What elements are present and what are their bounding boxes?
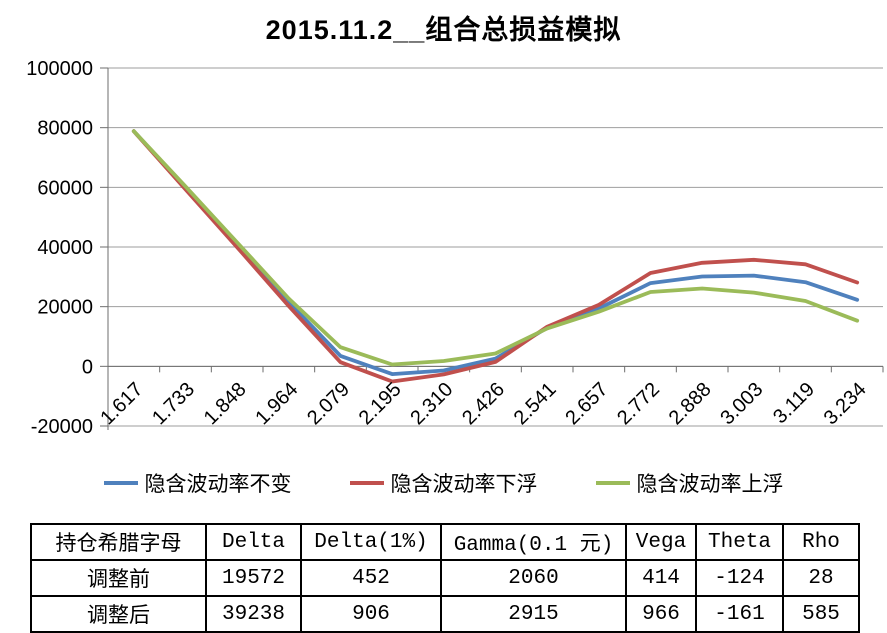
x-axis-label: 2.772 [613, 378, 664, 429]
legend-item-unchanged: 隐含波动率不变 [103, 468, 292, 498]
series-line-1 [131, 129, 860, 384]
legend-line-swatch-blue [103, 481, 138, 485]
col-header-delta: Delta [205, 523, 302, 561]
x-axis-label: 2.541 [510, 378, 561, 429]
cell-delta1pct: 906 [300, 595, 442, 633]
y-axis-label: -20000 [31, 416, 93, 438]
chart-legend: 隐含波动率不变 隐含波动率下浮 隐含波动率上浮 [0, 465, 887, 501]
legend-label: 隐含波动率下浮 [390, 473, 538, 496]
col-header-delta1pct: Delta(1%) [300, 523, 442, 561]
cell-vega: 414 [625, 559, 697, 597]
y-axis-label: 100000 [26, 58, 93, 80]
legend-line-swatch-green [595, 481, 630, 485]
y-axis-label: 0 [82, 356, 93, 378]
chart-title: 2015.11.2__组合总损益模拟 [265, 15, 622, 45]
x-axis-label: 3.234 [820, 378, 871, 429]
y-axis-label: 20000 [37, 297, 93, 319]
y-axis-label: 60000 [37, 177, 93, 199]
table-row-before: 调整前 19572 452 2060 414 -124 28 [30, 559, 860, 597]
x-axis-label: 1.733 [148, 378, 199, 429]
x-axis-label: 1.964 [251, 378, 302, 429]
x-axis-label: 2.079 [303, 378, 354, 429]
col-header-vega: Vega [625, 523, 697, 561]
x-axis-label: 2.195 [355, 378, 406, 429]
cell-rho: 585 [782, 595, 860, 633]
x-axis-label: 1.617 [96, 378, 147, 429]
row-label: 调整后 [30, 595, 207, 633]
y-axis-label: 40000 [37, 237, 93, 259]
cell-gamma: 2060 [440, 559, 627, 597]
cell-vega: 966 [625, 595, 697, 633]
cell-delta: 39238 [205, 595, 302, 633]
x-axis-label: 2.310 [406, 378, 457, 429]
legend-item-vol-up: 隐含波动率上浮 [595, 468, 784, 498]
col-header-theta: Theta [695, 523, 784, 561]
x-axis-label: 2.657 [561, 378, 612, 429]
cell-delta1pct: 452 [300, 559, 442, 597]
table-header-row: 持仓希腊字母 Delta Delta(1%) Gamma(0.1 元) Vega… [30, 523, 860, 561]
col-header-gamma: Gamma(0.1 元) [440, 523, 627, 561]
cell-theta: -124 [695, 559, 784, 597]
y-axis-label: 80000 [37, 118, 93, 140]
row-label: 调整前 [30, 559, 207, 597]
x-axis-label: 1.848 [200, 378, 251, 429]
x-axis-label: 3.003 [716, 378, 767, 429]
greeks-table: 持仓希腊字母 Delta Delta(1%) Gamma(0.1 元) Vega… [30, 523, 860, 633]
x-axis-label: 2.888 [665, 378, 716, 429]
series-line-2 [131, 129, 860, 367]
table-row-after: 调整后 39238 906 2915 966 -161 585 [30, 595, 860, 633]
cell-theta: -161 [695, 595, 784, 633]
x-axis-label: 2.426 [458, 378, 509, 429]
cell-rho: 28 [782, 559, 860, 597]
cell-delta: 19572 [205, 559, 302, 597]
col-header-greeks: 持仓希腊字母 [30, 523, 207, 561]
legend-line-swatch-red [349, 481, 384, 485]
x-axis-label: 3.119 [769, 378, 819, 428]
col-header-rho: Rho [782, 523, 860, 561]
cell-gamma: 2915 [440, 595, 627, 633]
legend-label: 隐含波动率不变 [144, 473, 292, 496]
legend-item-vol-down: 隐含波动率下浮 [349, 468, 538, 498]
legend-label: 隐含波动率上浮 [636, 473, 784, 496]
